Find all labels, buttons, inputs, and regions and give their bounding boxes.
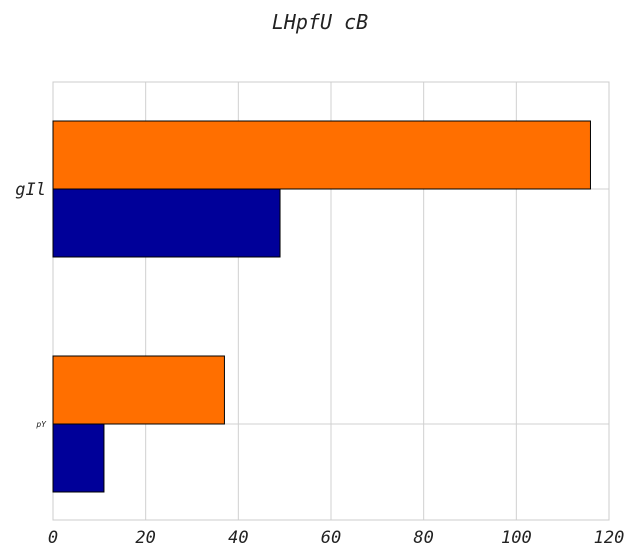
y-tick-label: gIl [15, 180, 46, 200]
x-tick-label: 100 [501, 528, 532, 548]
x-tick-label: 20 [135, 528, 155, 548]
bar [52, 355, 225, 425]
x-tick-label: 40 [228, 528, 248, 548]
bar [52, 188, 281, 258]
x-tick-label: 80 [413, 528, 433, 548]
x-tick-label: 0 [48, 528, 58, 548]
x-tick-label: 60 [321, 528, 341, 548]
bar [52, 120, 591, 190]
chart-title: LHpfU cB [271, 10, 369, 34]
x-tick-label: 120 [594, 528, 625, 548]
y-tick-label: pY [35, 420, 47, 429]
plot-frame [52, 81, 610, 521]
bar [52, 423, 105, 493]
